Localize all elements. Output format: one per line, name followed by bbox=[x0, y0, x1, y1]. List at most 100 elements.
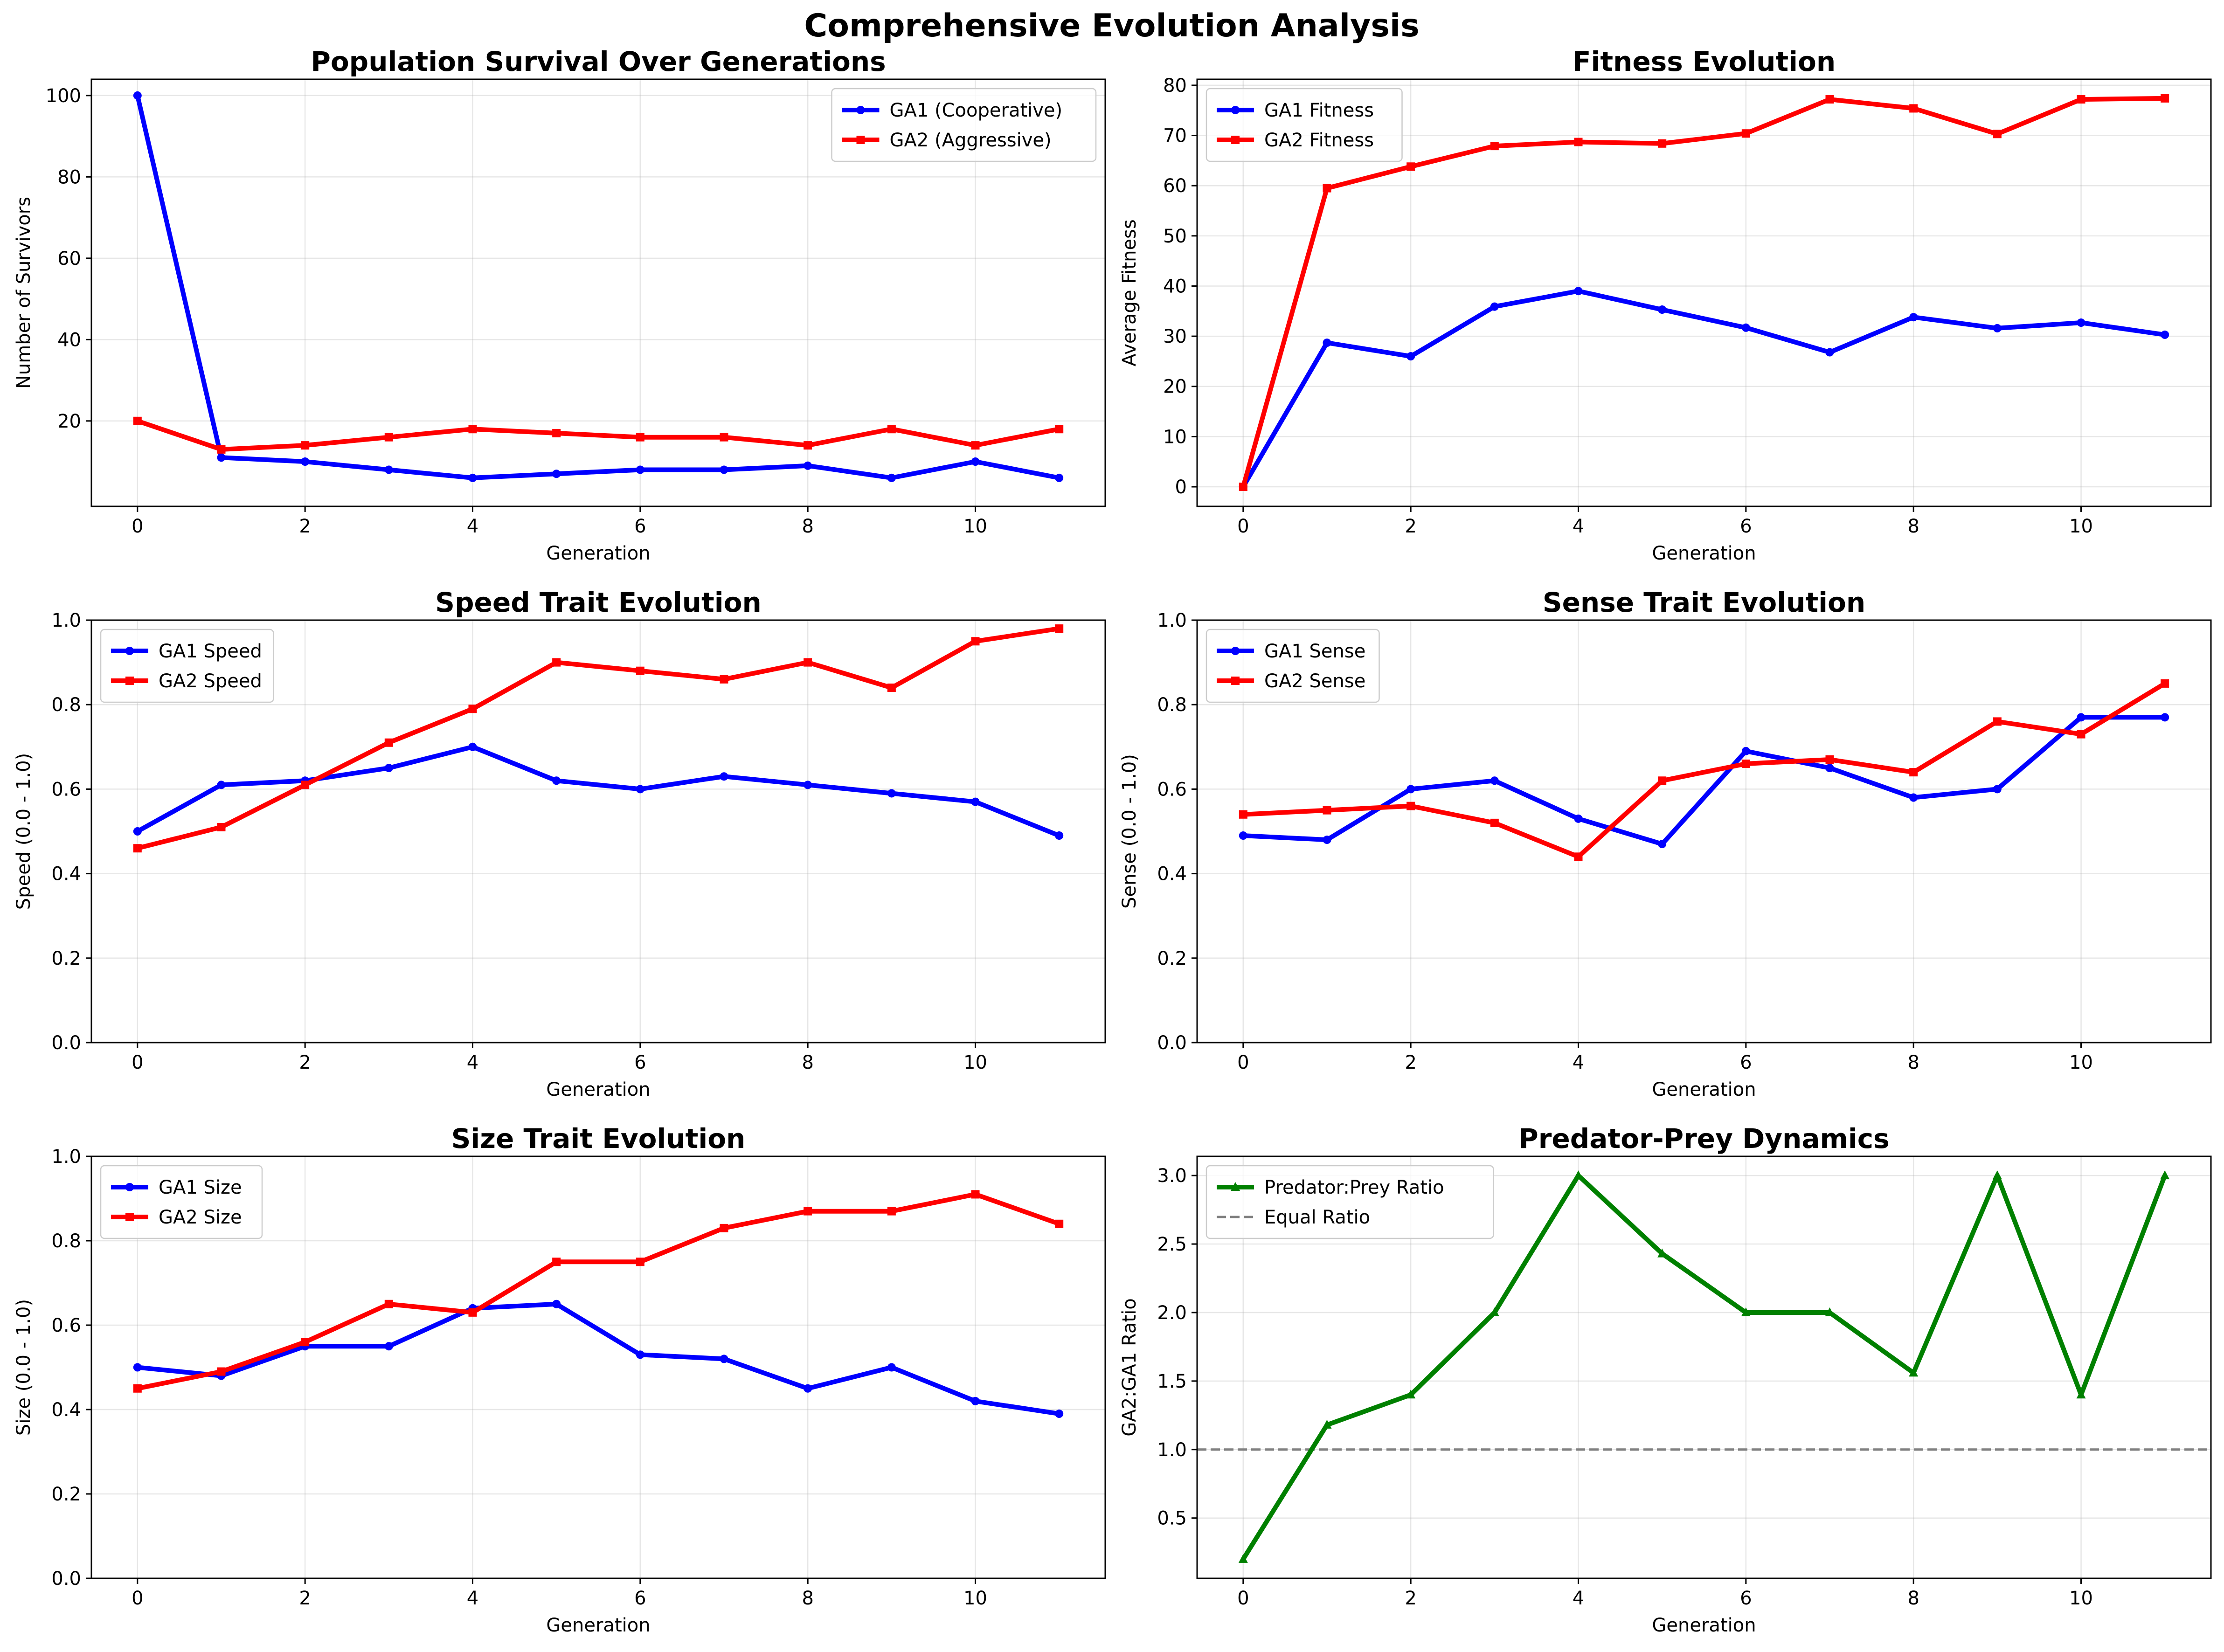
chart-3-x-tick-label: 4 bbox=[467, 1052, 478, 1073]
chart-2-data-point bbox=[2077, 95, 2085, 104]
chart-5-x-tick-label: 6 bbox=[634, 1588, 646, 1609]
chart-1-data-point bbox=[384, 465, 393, 474]
chart-1-data-point bbox=[552, 470, 561, 478]
chart-4-y-axis-label: Sense (0.0 - 1.0) bbox=[1119, 754, 1140, 909]
chart-6-data-point bbox=[1406, 1389, 1416, 1399]
chart-3-data-point bbox=[636, 666, 644, 675]
chart-4-data-point bbox=[1909, 793, 1918, 802]
chart-5-data-point bbox=[804, 1384, 812, 1393]
chart-1-data-point bbox=[133, 416, 142, 425]
chart-1-plot-frame bbox=[90, 78, 1106, 507]
chart-4-data-point bbox=[1406, 785, 1415, 794]
chart-1-legend-label: GA2 (Aggressive) bbox=[890, 130, 1052, 151]
chart-panel-6: 0 2 4 6 8 10 0.5 1.0 1.5 2.0 2.5 3.0 Predator-Prey D… bbox=[1119, 1123, 2212, 1636]
chart-2-legend-marker bbox=[1231, 136, 1240, 144]
chart-3-data-point bbox=[887, 683, 896, 692]
chart-3-data-point bbox=[971, 797, 980, 806]
chart-2-y-tick-label: 10 bbox=[1163, 426, 1187, 448]
chart-6-data-point bbox=[2160, 1170, 2170, 1180]
chart-6-legend-label: Predator:Prey Ratio bbox=[1264, 1177, 1444, 1198]
chart-5-data-point bbox=[133, 1384, 142, 1393]
chart-3-data-point bbox=[133, 827, 142, 836]
chart-3-legend-label: GA2 Speed bbox=[159, 670, 262, 692]
chart-1-legend-box bbox=[831, 88, 1097, 162]
chart-4-data-point bbox=[1825, 764, 1834, 773]
chart-3-series-line-1 bbox=[135, 744, 1062, 838]
chart-5-legend-label: GA1 Size bbox=[159, 1177, 242, 1198]
chart-5-data-point bbox=[217, 1367, 226, 1376]
chart-3-title: Speed Trait Evolution bbox=[435, 587, 762, 618]
chart-3-legend-box bbox=[100, 629, 274, 703]
chart-1-legend-label: GA1 (Cooperative) bbox=[890, 100, 1063, 121]
chart-4-data-point bbox=[1323, 836, 1331, 844]
chart-2-y-tick-label: 0 bbox=[1175, 477, 1187, 498]
chart-2-data-point bbox=[1825, 348, 1834, 357]
chart-2-legend-marker bbox=[1231, 106, 1240, 114]
chart-5-x-tick-label: 4 bbox=[467, 1588, 478, 1609]
chart-6-plot-frame bbox=[1196, 1155, 2212, 1579]
chart-5-data-point bbox=[804, 1207, 812, 1216]
chart-5-data-point bbox=[971, 1396, 980, 1405]
chart-1-data-point bbox=[971, 457, 980, 466]
chart-1-title: Population Survival Over Generations bbox=[311, 46, 886, 77]
chart-4-legend: GA1 Sense GA2 Sense bbox=[1206, 629, 1380, 703]
chart-4-data-point bbox=[1909, 768, 1918, 777]
chart-5-x-tick-label: 2 bbox=[299, 1588, 311, 1609]
chart-5-data-point bbox=[552, 1299, 561, 1308]
chart-3-data-point bbox=[1055, 831, 1064, 840]
chart-2-data-point bbox=[2161, 94, 2169, 103]
chart-4-x-tick-label: 0 bbox=[1237, 1052, 1249, 1073]
chart-1-data-point bbox=[971, 441, 980, 450]
chart-6-data-point bbox=[1909, 1368, 1919, 1377]
chart-2-x-tick-label: 8 bbox=[1907, 516, 1919, 537]
chart-1-x-tick-label: 2 bbox=[299, 516, 311, 537]
chart-5-data-point bbox=[1055, 1410, 1064, 1418]
chart-5-x-tick-label: 10 bbox=[963, 1588, 987, 1609]
chart-2-series-line-1 bbox=[1240, 289, 2168, 489]
chart-2-plot-frame bbox=[1196, 78, 2212, 507]
chart-2-data-point bbox=[1825, 95, 1834, 104]
chart-1-data-point bbox=[720, 433, 728, 442]
chart-4-y-tick-label: 0.0 bbox=[1157, 1032, 1187, 1054]
chart-5-legend-marker bbox=[125, 1183, 134, 1191]
chart-4-title: Sense Trait Evolution bbox=[1543, 587, 1865, 618]
chart-5-x-tick-label: 0 bbox=[132, 1588, 143, 1609]
chart-6-y-tick-label: 3.0 bbox=[1157, 1165, 1187, 1187]
chart-4-legend-marker bbox=[1231, 647, 1240, 655]
chart-2-data-point bbox=[1406, 352, 1415, 361]
chart-6-y-tick-label: 2.5 bbox=[1157, 1234, 1187, 1255]
chart-1-data-point bbox=[301, 457, 310, 466]
chart-3-data-point bbox=[468, 705, 477, 713]
chart-2-y-tick-label: 40 bbox=[1163, 276, 1187, 297]
chart-4-data-point bbox=[1741, 760, 1750, 768]
chart-5-data-point bbox=[720, 1223, 728, 1232]
chart-3-data-point bbox=[217, 781, 226, 789]
chart-5-y-tick-label: 0.8 bbox=[51, 1230, 81, 1252]
chart-6-y-tick-label: 0.5 bbox=[1157, 1508, 1187, 1529]
chart-2-y-axis-label: Average Fitness bbox=[1119, 219, 1140, 366]
chart-3-y-tick-label: 0.2 bbox=[51, 948, 81, 969]
chart-2-data-point bbox=[1658, 139, 1667, 148]
chart-2-series-line-2 bbox=[1240, 96, 2168, 489]
chart-4-data-point bbox=[1741, 747, 1750, 755]
figure-title: Comprehensive Evolution Analysis bbox=[804, 7, 1419, 44]
chart-panel-5: 0 2 4 6 8 10 0.0 0.2 0.4 0.6 0.8 1.0 Size Trait Evol… bbox=[13, 1123, 1106, 1636]
chart-3-data-point bbox=[301, 781, 310, 789]
chart-2-x-tick-label: 2 bbox=[1405, 516, 1416, 537]
chart-6-data-point bbox=[1825, 1307, 1835, 1316]
chart-3-legend-label: GA1 Speed bbox=[159, 641, 262, 662]
chart-1-data-point bbox=[133, 91, 142, 100]
chart-2-data-point bbox=[1406, 162, 1415, 171]
chart-3-legend-marker bbox=[125, 677, 134, 685]
chart-1-series-line-2 bbox=[135, 418, 1062, 452]
chart-1-data-point bbox=[384, 433, 393, 442]
chart-3-x-tick-label: 10 bbox=[963, 1052, 987, 1073]
chart-5-x-tick-label: 8 bbox=[802, 1588, 813, 1609]
chart-6-x-tick-label: 6 bbox=[1740, 1588, 1752, 1609]
chart-1-data-point bbox=[1055, 425, 1064, 434]
chart-3-y-tick-label: 1.0 bbox=[51, 610, 81, 631]
chart-3-data-point bbox=[1055, 624, 1064, 633]
chart-6-x-tick-label: 4 bbox=[1573, 1588, 1584, 1609]
